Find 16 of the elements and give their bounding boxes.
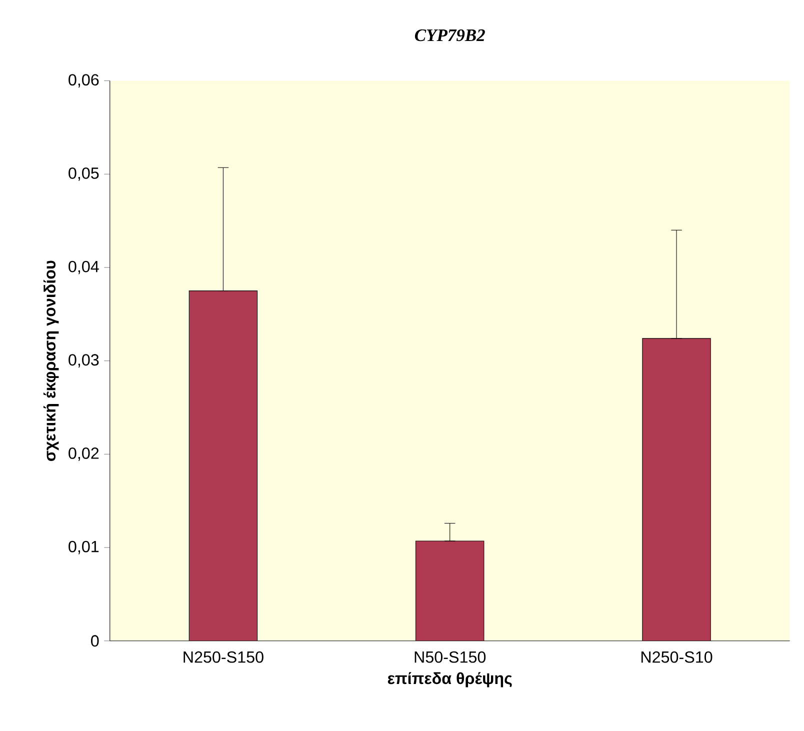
y-tick-label: 0,01 xyxy=(68,540,99,554)
y-tick-label: 0,04 xyxy=(68,260,99,274)
y-tick-label: 0,02 xyxy=(68,448,99,461)
bar xyxy=(189,290,258,641)
y-tick-label: 0,06 xyxy=(68,74,99,88)
y-tick-label: 0,03 xyxy=(68,354,99,368)
chart-title: CYP79B2 xyxy=(414,29,485,42)
bar xyxy=(416,541,484,641)
x-axis-title: επίπεδα θρέψης xyxy=(388,672,512,688)
y-axis-title: σχετική έκφραση γονιδίου xyxy=(43,260,59,462)
y-tick-label: 0,05 xyxy=(68,168,99,181)
x-tick-label: N250-S150 xyxy=(184,651,264,663)
bar xyxy=(642,338,711,641)
y-tick-label: 0 xyxy=(91,635,99,647)
x-tick-label: N50-S150 xyxy=(414,651,486,663)
x-tick-label: N250-S10 xyxy=(641,651,712,663)
